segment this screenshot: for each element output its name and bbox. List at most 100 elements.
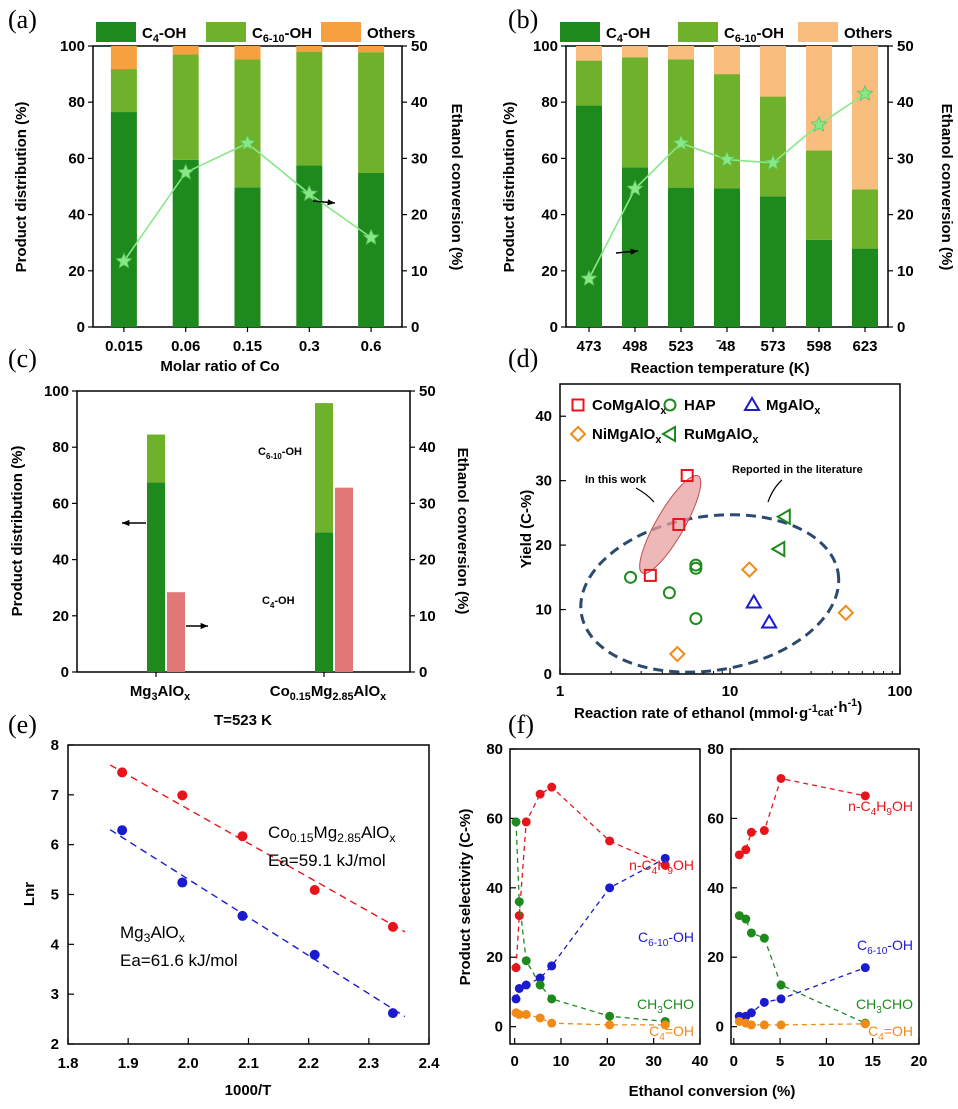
x-tick-label: 15 [864,1053,881,1070]
y-tick-label: 40 [486,880,503,897]
point-0-0 [117,767,128,778]
point-0-4 [387,921,398,932]
panel-label-f: (f) [508,710,534,739]
point-f1-3-3 [535,1013,545,1023]
conversion-point-4 [362,228,380,245]
point-f2-0-1 [741,845,751,855]
legend-swatch-2 [321,22,361,42]
point-f1-2-5 [605,1011,615,1021]
legend-label-2: MgAlOx [766,397,820,417]
y2-tick-label: 20 [419,552,436,569]
point-f1-3-5 [605,1020,615,1030]
y-axis-label-e: Lnr [21,882,38,906]
bar-c4-oh-3 [714,188,740,327]
conversion-point-0 [115,252,133,269]
x-tick-label: 10 [722,683,739,700]
point-f2-1-3 [759,997,769,1007]
point-f1-2-1 [514,897,524,907]
x-axis-label-c: T=523 K [214,712,272,729]
x-tick-label: ̄48 [716,338,736,355]
line-f2-0 [738,777,866,856]
point-comgalox-1 [672,517,686,531]
bar-others-4 [760,46,786,97]
bar-c6-10-oh-3 [714,74,740,189]
legend-marker-3 [569,425,587,443]
annotation-ea-co: Ea=59.1 kJ/mol [268,851,386,870]
y2-tick-label: 30 [411,150,428,167]
conversion-point-1 [626,179,644,197]
y-tick-label: 0 [77,319,85,336]
y2-tick-label: 10 [411,263,428,280]
bar-others-4 [358,46,385,53]
point-rumgalox-1 [770,540,786,558]
y2-tick-label: 40 [411,94,428,111]
legend-swatch-0 [96,22,136,42]
panel-label-a: (a) [8,5,37,34]
legend-marker-0 [571,398,585,412]
x-tick-label: 2.4 [419,1055,441,1072]
point-f1-2-2 [521,956,531,966]
y2-tick-label: 0 [419,664,427,681]
y-tick-label: 20 [52,608,69,625]
bar-others-6 [852,46,878,190]
point-f1-0-1 [514,911,524,921]
y-tick-label: 80 [52,439,69,456]
y2-tick-label: 0 [897,319,905,336]
conversion-point-4 [764,153,782,171]
series-label-f1-2: CH3CHO [637,996,694,1016]
legend-label-4: RuMgAlOx [684,426,758,446]
y-tick-label: 0 [61,664,69,681]
point-comgalox-2 [680,469,694,483]
x-tick-label: 1.8 [58,1055,79,1072]
series-label-f2-1: C6-10-OH [857,937,913,957]
series-label-f1-0: n-C4H9OH [629,857,694,877]
bar-others-5 [806,46,832,151]
y-tick-label: 100 [60,38,85,55]
x-tick-label: 2.3 [358,1055,379,1072]
point-mgalox-1 [760,613,778,629]
y-axis-label-a: Product distribution (%) [13,102,30,273]
y2-tick-label: 40 [419,439,436,456]
point-f2-3-2 [746,1020,756,1030]
point-f1-2-3 [535,980,545,990]
legend-label-1: C6-10-OH [724,25,784,45]
point-hap-1 [662,586,676,600]
y-tick-label: 20 [707,949,724,966]
point-1-2 [237,910,248,921]
annotation-this-work: In this work [585,474,647,486]
point-f1-0-5 [605,836,615,846]
y-tick-label: 4 [51,936,60,953]
x-category-label-0: Mg3AlOx [130,683,190,703]
point-nimgalox-2 [837,604,855,622]
legend-label-0: CoMgAlOx [592,397,666,417]
x-tick-label: 10 [553,1053,570,1070]
legend-marker-1 [663,398,677,412]
literature-region-ellipse [579,513,841,674]
y-tick-label: 2 [51,1036,59,1053]
y-axis-label-d: Yield (C-%) [518,490,535,569]
conversion-arrow-a-head [327,199,335,206]
this-work-region [639,474,702,574]
y-tick-label: 0 [495,1019,503,1036]
point-0-2 [237,831,248,842]
y-tick-label: 0 [544,666,552,683]
y-tick-label: 40 [707,880,724,897]
x-tick-label: 473 [576,338,601,355]
point-f2-0-0 [734,850,744,860]
bar-c6-10-oh-2 [234,59,261,188]
x-tick-label: 5 [776,1053,784,1070]
point-hap-0 [624,570,638,584]
y-tick-label: 6 [51,837,59,854]
point-f1-1-2 [521,980,531,990]
bar-others-0 [576,46,602,61]
conversion-point-3 [300,184,318,202]
bar-c6-10-oh-5 [806,150,832,240]
bar-c6-10-oh-1 [622,57,648,168]
x-tick-label: 498 [622,338,647,355]
point-f1-1-5 [605,883,615,893]
bar-c4-oh-6 [852,248,878,327]
bar-c6-10-oh-1 [315,403,333,533]
y-tick-label: 60 [707,810,724,827]
legend-label-1: C6-10-OH [252,25,312,45]
y-axis-label-c: Product distribution (%) [9,446,26,617]
